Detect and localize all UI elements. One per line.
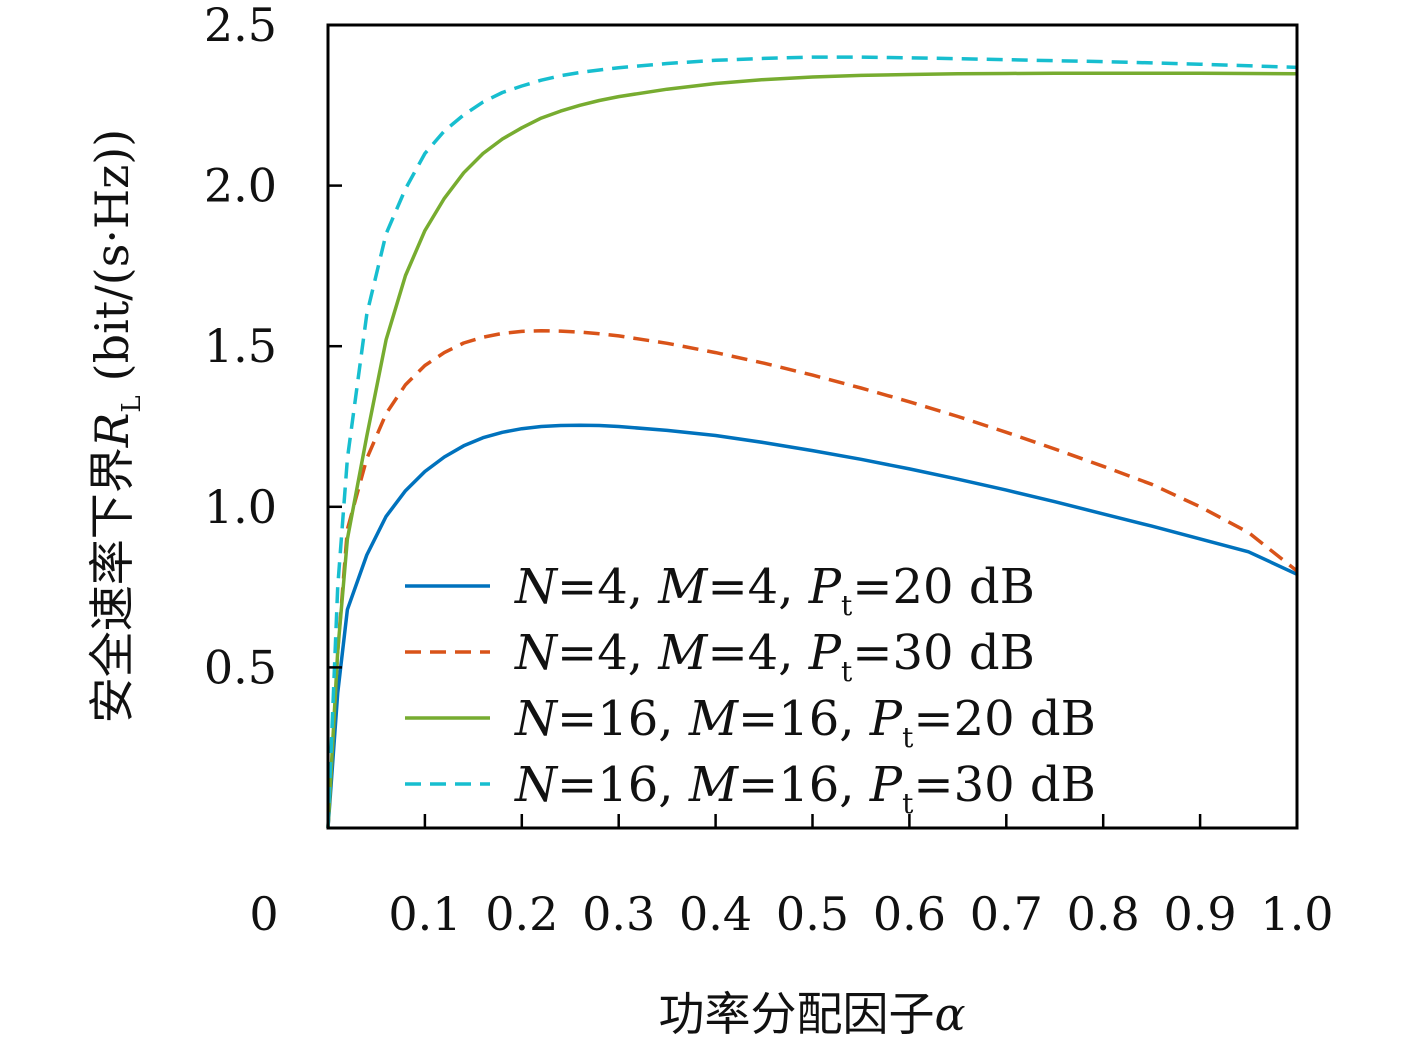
series-line-2 [326, 329, 1299, 829]
x-tick-label: 0.8 [1067, 887, 1140, 941]
legend-label-part: =16, [557, 757, 689, 813]
legend-label-part: M [657, 559, 709, 615]
legend: N=4, M=4, Pt=20 dBN=4, M=4, Pt=30 dBN=16… [405, 559, 1096, 820]
legend-label-part: =4, [557, 559, 658, 615]
series-line-3 [326, 71, 1298, 829]
legend-label-part: =30 dB [852, 625, 1035, 681]
series-line-1 [326, 423, 1298, 829]
series-layer [326, 55, 1299, 829]
legend-label-part: P [808, 559, 842, 615]
y-tick-label: 1.0 [204, 480, 277, 534]
x-tick-label: 0.6 [873, 887, 946, 941]
x-tick-label: 0.5 [776, 887, 849, 941]
legend-label-part: N [514, 559, 559, 615]
legend-label-2: N=4, M=4, Pt=30 dB [514, 625, 1035, 688]
legend-label-part: =4, [707, 559, 808, 615]
x-tick-label: 0.4 [679, 887, 752, 941]
legend-label-part: M [688, 757, 740, 813]
legend-label-part: P [869, 691, 903, 747]
legend-label-part: N [514, 691, 559, 747]
x-axis-label-prefix: 功率分配因子 [658, 987, 934, 1041]
y-tick-label: 2.5 [204, 0, 277, 52]
legend-label-part: t [841, 589, 853, 622]
x-tick-label: 0.2 [485, 887, 558, 941]
x-tick-label: 0.7 [970, 887, 1043, 941]
legend-label-3: N=16, M=16, Pt=20 dB [514, 691, 1096, 754]
series-line-4 [326, 55, 1298, 829]
y-tick-label: 1.5 [204, 319, 277, 373]
legend-label-part: =30 dB [913, 757, 1096, 813]
legend-label-part: t [902, 787, 914, 820]
y-axis-label-subscript: L [117, 395, 147, 412]
y-axis-label-prefix: 安全速率下界 [85, 447, 139, 723]
legend-label-part: =16, [738, 691, 870, 747]
x-axis-label-symbol: α [934, 987, 965, 1041]
legend-label-part: =16, [738, 757, 870, 813]
legend-label-part: P [869, 757, 903, 813]
legend-label-part: =16, [557, 691, 689, 747]
legend-label-part: =20 dB [913, 691, 1096, 747]
x-tick-label: 0.9 [1164, 887, 1237, 941]
x-axis-label: 功率分配因子α [658, 987, 965, 1041]
x-tick-label: 0 [249, 887, 278, 941]
legend-label-1: N=4, M=4, Pt=20 dB [514, 559, 1035, 622]
x-tick-label: 0.3 [582, 887, 655, 941]
legend-label-part: =4, [557, 625, 658, 681]
y-axis-label-unit: (bit/(s·Hz)) [85, 129, 139, 382]
ticks-layer: 0 0.1 0.2 0.3 0.4 0.5 0.6 0.7 0.8 0.9 1.0 0.5 1.0 1.5… [204, 0, 1334, 941]
x-tick-label: 1.0 [1260, 887, 1333, 941]
legend-label-part: t [841, 655, 853, 688]
legend-label-part: M [688, 691, 740, 747]
x-tick-label: 0.1 [388, 887, 461, 941]
legend-label-part: =20 dB [852, 559, 1035, 615]
y-axis-label: 安全速率下界RL (bit/(s·Hz)) [85, 129, 147, 723]
y-axis-label-symbol: R [85, 413, 139, 449]
legend-label-part: M [657, 625, 709, 681]
legend-label-part: N [514, 625, 559, 681]
y-tick-label: 2.0 [204, 159, 277, 213]
legend-label-part: t [902, 721, 914, 754]
legend-label-part: P [808, 625, 842, 681]
legend-label-part: N [514, 757, 559, 813]
y-tick-label: 0.5 [204, 640, 277, 694]
legend-label-4: N=16, M=16, Pt=30 dB [514, 757, 1096, 820]
legend-label-part: =4, [707, 625, 808, 681]
